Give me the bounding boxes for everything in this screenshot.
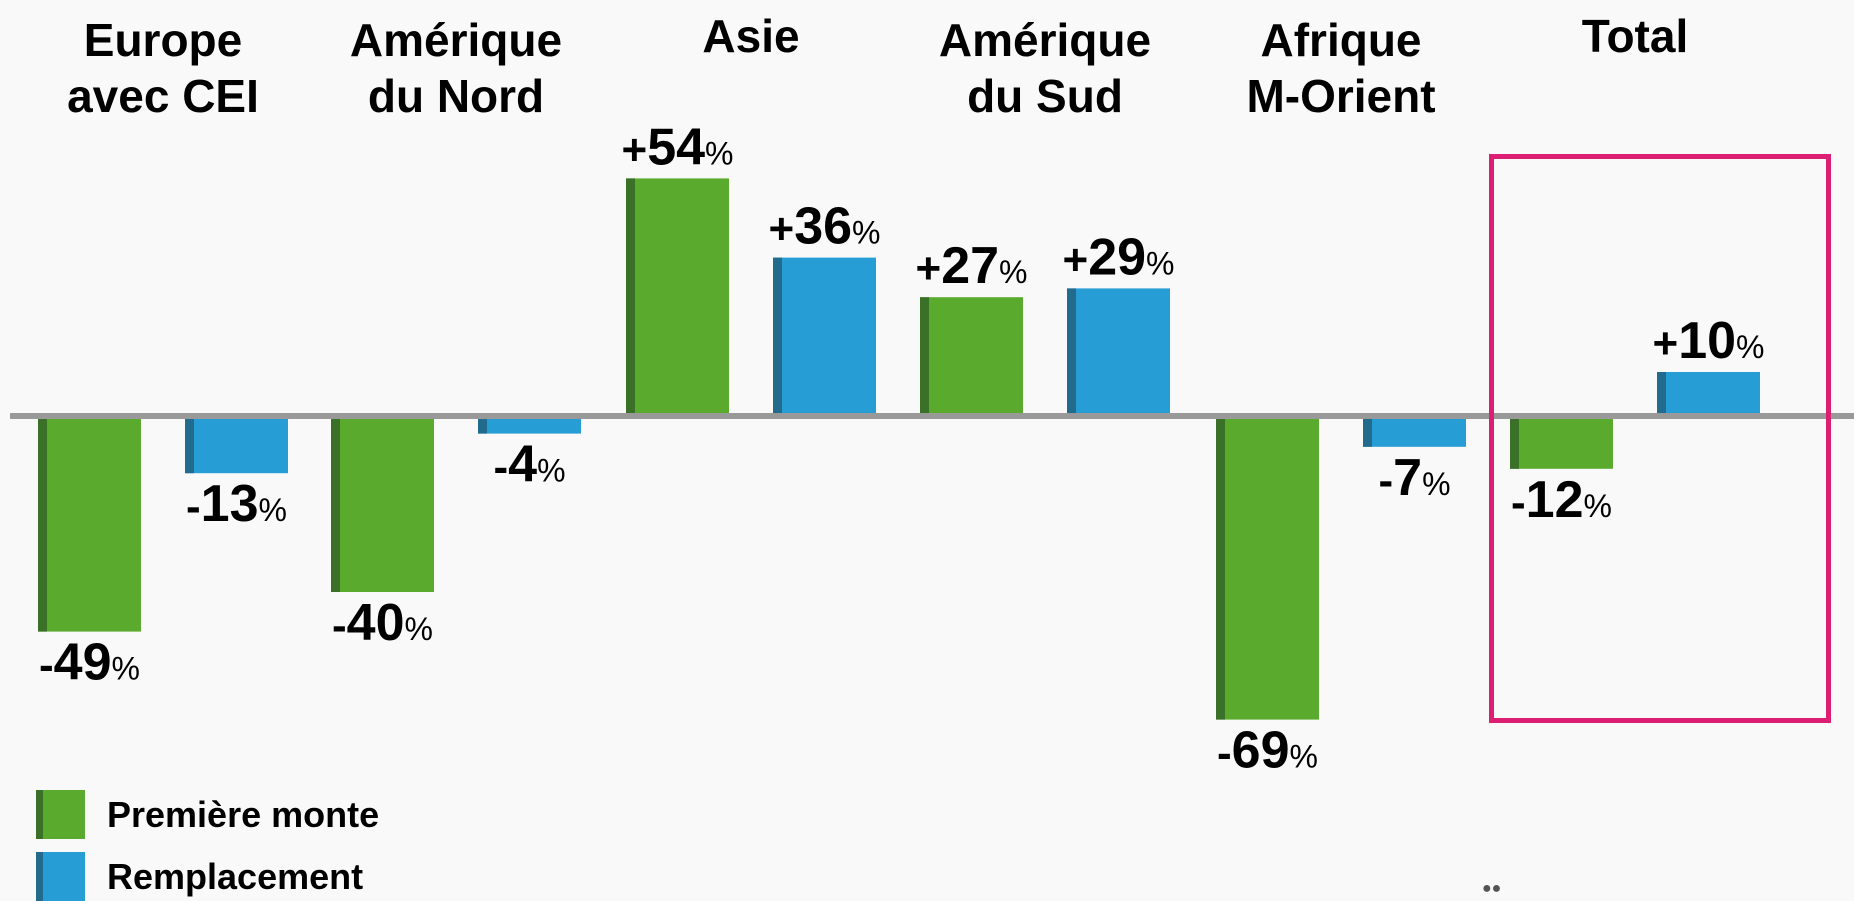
bar-remplacement-5 xyxy=(1657,372,1760,416)
category-label-5: Total xyxy=(1581,10,1689,62)
zero-baseline xyxy=(10,413,1854,419)
value-label-premiere-monte-5: -12% xyxy=(1511,471,1612,529)
category-label-3: Amérique du Sud xyxy=(938,14,1152,122)
value-label-remplacement-2: +36% xyxy=(769,198,881,256)
bar-remplacement-0 xyxy=(185,416,288,474)
value-label-premiere-monte-2: +54% xyxy=(622,118,734,176)
value-label-premiere-monte-3: +27% xyxy=(916,237,1028,295)
legend-item-remplacement: Remplacement xyxy=(36,852,363,901)
legend-swatch-remplacement xyxy=(36,852,85,901)
value-label-remplacement-3: +29% xyxy=(1063,228,1175,286)
bar-premiere-monte-1 xyxy=(331,416,434,592)
bar-premiere-monte-4 xyxy=(1216,416,1319,720)
bar-remplacement-3 xyxy=(1067,288,1170,416)
total-highlight-box xyxy=(1489,154,1831,723)
value-label-remplacement-5: +10% xyxy=(1653,312,1765,370)
bar-remplacement-1 xyxy=(478,416,581,434)
value-label-remplacement-4: -7% xyxy=(1378,449,1450,507)
category-label-0: Europe avec CEI xyxy=(67,14,259,122)
bar-premiere-monte-5 xyxy=(1510,416,1613,469)
category-label-2: Asie xyxy=(702,10,800,62)
legend-label-remplacement: Remplacement xyxy=(107,855,364,897)
value-label-premiere-monte-1: -40% xyxy=(332,594,433,652)
bar-premiere-monte-3 xyxy=(920,297,1023,416)
value-label-premiere-monte-0: -49% xyxy=(39,634,140,692)
michelin-man-logo-icon: ●● xyxy=(1482,880,1502,897)
bar-remplacement-2 xyxy=(773,257,876,416)
legend-item-premiere-monte: Première monte xyxy=(36,790,379,839)
legend-swatch-premiere-monte xyxy=(36,790,85,839)
legend-label-premiere-monte: Première monte xyxy=(107,793,380,835)
value-label-remplacement-0: -13% xyxy=(186,475,287,533)
value-label-remplacement-1: -4% xyxy=(493,436,565,494)
value-label-premiere-monte-4: -69% xyxy=(1217,722,1318,780)
category-label-1: Amérique du Nord xyxy=(349,14,563,122)
bar-premiere-monte-2 xyxy=(626,178,729,416)
bar-remplacement-4 xyxy=(1363,416,1466,447)
bar-premiere-monte-0 xyxy=(38,416,141,632)
category-label-4: Afrique M-Orient xyxy=(1246,14,1436,122)
